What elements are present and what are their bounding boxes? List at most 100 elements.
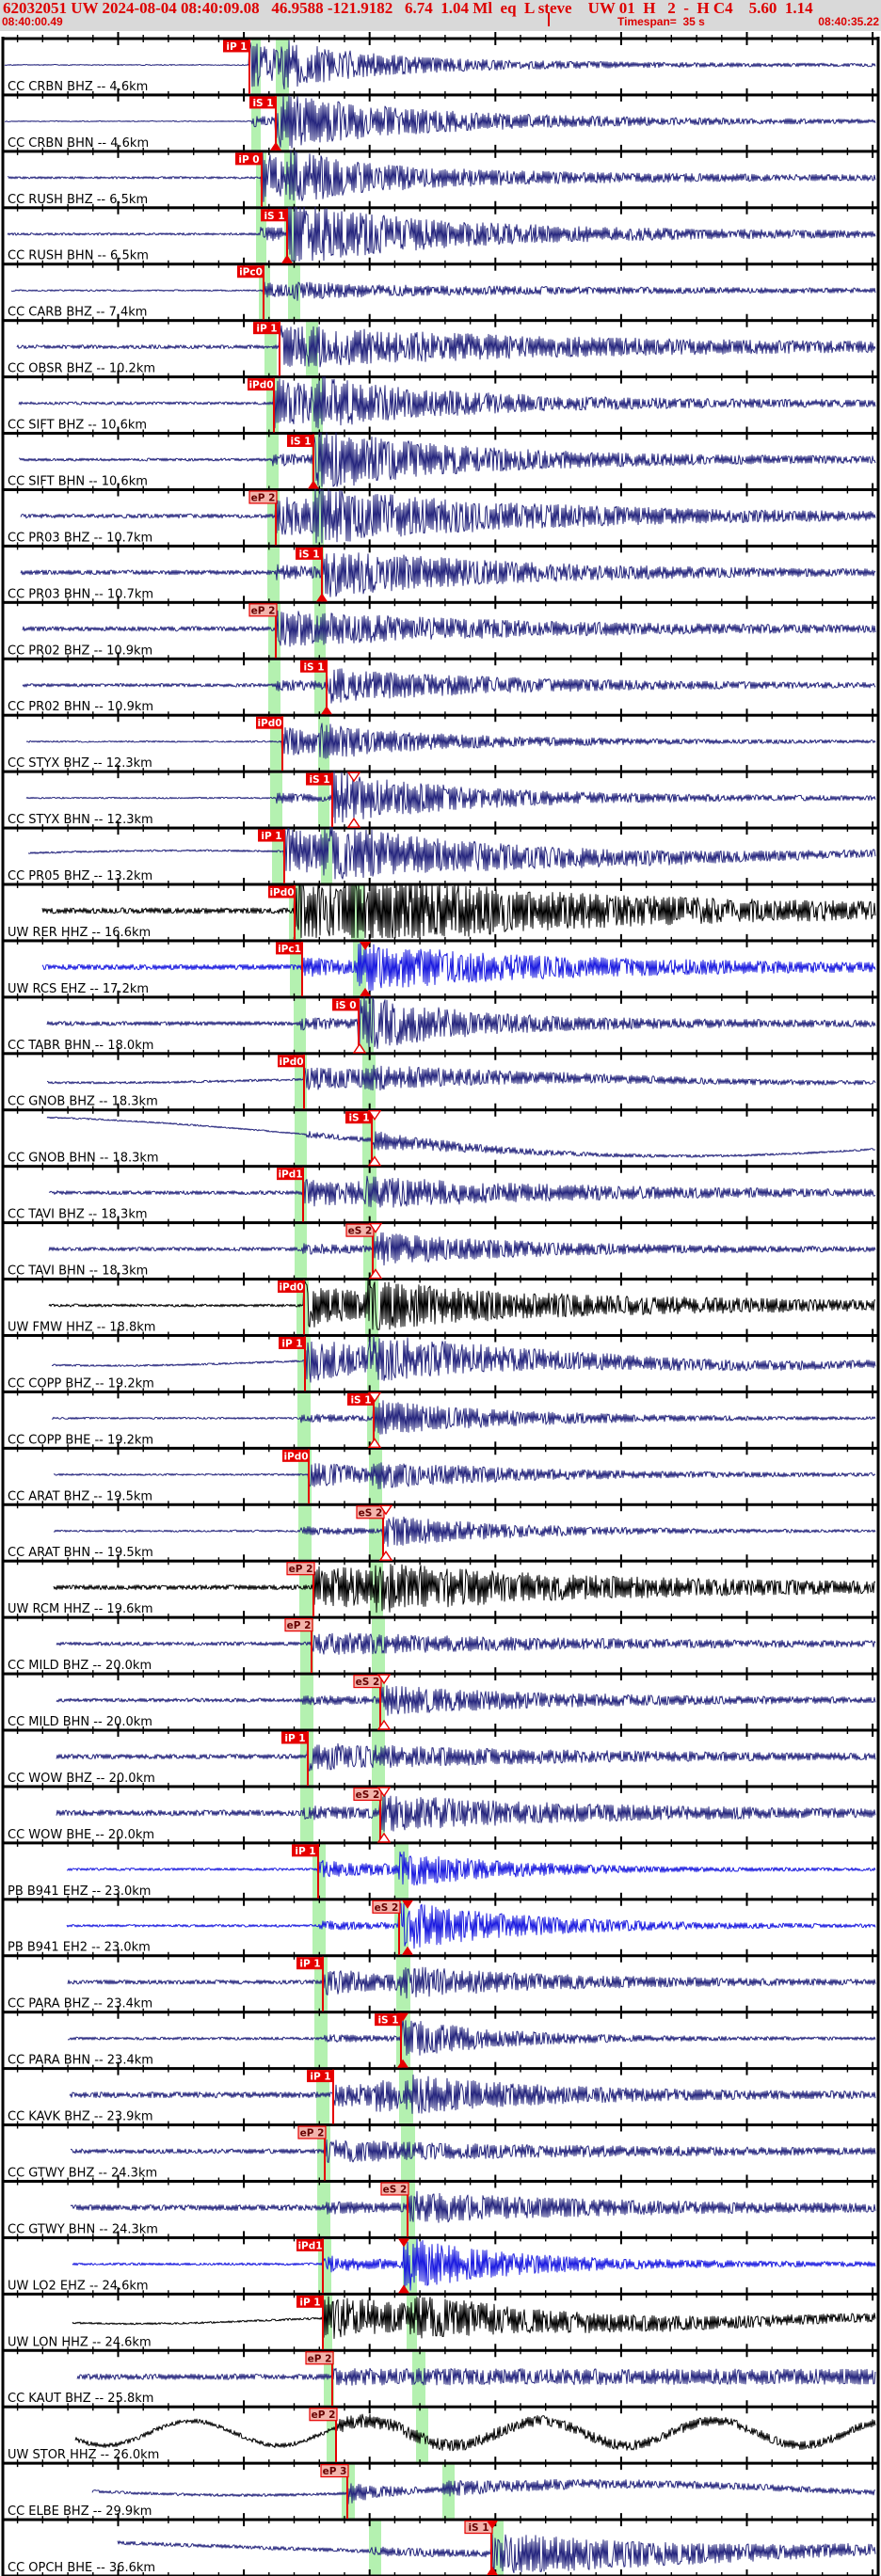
- waveform-trace[interactable]: [48, 1232, 876, 1266]
- pick-time-line[interactable]: [275, 95, 277, 151]
- pick-time-line[interactable]: [301, 941, 303, 996]
- pick-flag[interactable]: [286, 1562, 315, 1576]
- pick-time-line[interactable]: [283, 829, 285, 883]
- pick-flag[interactable]: [223, 40, 250, 53]
- waveform-trace[interactable]: [56, 1794, 876, 1832]
- pick-triangle-bottom[interactable]: [398, 2284, 409, 2294]
- pick-flag[interactable]: [300, 660, 328, 673]
- pick-flag[interactable]: [281, 1731, 309, 1744]
- pick-time-line[interactable]: [281, 716, 283, 771]
- waveform-trace[interactable]: [51, 1400, 876, 1435]
- waveform-trace[interactable]: [46, 1116, 876, 1158]
- waveform-trace[interactable]: [25, 771, 876, 824]
- waveform-trace[interactable]: [41, 942, 876, 992]
- pick-time-line[interactable]: [358, 997, 360, 1053]
- waveform-trace[interactable]: [48, 1279, 876, 1330]
- waveform-trace[interactable]: [72, 2296, 876, 2339]
- waveform-trace[interactable]: [25, 723, 876, 759]
- pick-triangle-top[interactable]: [367, 1391, 382, 1403]
- pick-flag[interactable]: [372, 1900, 401, 1914]
- pick-triangle-top[interactable]: [402, 1900, 413, 1909]
- pick-time-line[interactable]: [302, 1167, 304, 1222]
- pick-time-line[interactable]: [294, 885, 296, 940]
- waveform-trace[interactable]: [69, 2075, 876, 2114]
- time-cursor-marker[interactable]: [548, 12, 550, 26]
- waveform-trace[interactable]: [20, 488, 876, 544]
- pick-time-line[interactable]: [324, 2125, 326, 2181]
- pick-flag[interactable]: [292, 1844, 319, 1857]
- pick-flag[interactable]: [380, 2182, 409, 2196]
- pick-time-line[interactable]: [273, 377, 275, 433]
- pick-flag[interactable]: [296, 1957, 324, 1970]
- pick-time-line[interactable]: [248, 40, 250, 94]
- pick-flag[interactable]: [235, 152, 263, 166]
- pick-time-line[interactable]: [312, 434, 314, 489]
- pick-time-line[interactable]: [371, 1110, 373, 1166]
- waveform-trace[interactable]: [67, 1966, 876, 1999]
- waveform-trace[interactable]: [4, 95, 876, 149]
- pick-time-line[interactable]: [286, 208, 288, 263]
- waveform-trace[interactable]: [70, 2190, 876, 2223]
- waveform-trace[interactable]: [53, 1564, 876, 1614]
- pick-triangle-bottom[interactable]: [352, 1042, 367, 1054]
- pick-time-line[interactable]: [303, 1280, 305, 1335]
- waveform-trace[interactable]: [16, 325, 876, 368]
- pick-time-line[interactable]: [275, 603, 277, 659]
- pick-time-line[interactable]: [321, 547, 323, 602]
- pick-flag[interactable]: [353, 1787, 382, 1802]
- pick-flag[interactable]: [296, 547, 323, 560]
- pick-triangle-bottom[interactable]: [487, 2567, 498, 2575]
- waveform-trace[interactable]: [67, 2018, 876, 2056]
- pick-triangle-bottom[interactable]: [378, 1550, 393, 1561]
- pick-triangle-top[interactable]: [397, 2012, 408, 2022]
- waveform-trace[interactable]: [20, 549, 876, 597]
- pick-time-line[interactable]: [275, 490, 277, 546]
- pick-triangle-bottom[interactable]: [270, 141, 281, 151]
- pick-triangle-bottom[interactable]: [346, 817, 361, 828]
- pick-flag[interactable]: [296, 2295, 324, 2308]
- pick-flag[interactable]: [307, 2070, 334, 2083]
- pick-triangle-top[interactable]: [398, 2238, 409, 2248]
- pick-flag[interactable]: [297, 2125, 327, 2139]
- waveform-trace[interactable]: [53, 1516, 876, 1548]
- pick-time-line[interactable]: [373, 1392, 375, 1448]
- waveform-trace[interactable]: [46, 995, 876, 1050]
- pick-triangle-bottom[interactable]: [316, 593, 328, 602]
- waveform-trace[interactable]: [117, 2534, 876, 2574]
- pick-triangle-top[interactable]: [376, 1787, 392, 1798]
- pick-flag[interactable]: [347, 1392, 375, 1406]
- pick-time-line[interactable]: [326, 660, 328, 715]
- pick-flag[interactable]: [345, 1111, 373, 1124]
- pick-time-line[interactable]: [303, 1054, 305, 1109]
- pick-flag[interactable]: [276, 942, 303, 955]
- pick-flag[interactable]: [282, 1449, 310, 1462]
- waveform-trace[interactable]: [56, 1742, 876, 1772]
- pick-time-line[interactable]: [407, 2182, 408, 2237]
- pick-triangle-bottom[interactable]: [321, 706, 332, 715]
- pick-triangle-bottom[interactable]: [402, 1946, 413, 1955]
- pick-flag[interactable]: [287, 435, 314, 448]
- waveform-trace[interactable]: [76, 2367, 876, 2386]
- pick-flag[interactable]: [306, 772, 333, 786]
- waveform-trace[interactable]: [66, 1902, 876, 1949]
- pick-flag[interactable]: [278, 1055, 305, 1068]
- pick-time-line[interactable]: [379, 1675, 381, 1729]
- pick-flag[interactable]: [277, 1168, 304, 1181]
- pick-triangle-top[interactable]: [346, 771, 361, 783]
- waveform-trace[interactable]: [7, 206, 876, 262]
- pick-time-line[interactable]: [400, 2012, 402, 2068]
- pick-flag[interactable]: [284, 1618, 313, 1632]
- pick-time-line[interactable]: [311, 1618, 312, 1674]
- waveform-trace[interactable]: [22, 610, 876, 647]
- pick-triangle-bottom[interactable]: [360, 987, 371, 996]
- waveform-trace[interactable]: [46, 1064, 876, 1091]
- waveform-trace[interactable]: [51, 1335, 876, 1383]
- waveform-trace[interactable]: [22, 668, 876, 704]
- pick-time-line[interactable]: [398, 1900, 400, 1955]
- pick-flag[interactable]: [305, 2351, 334, 2365]
- pick-time-line[interactable]: [317, 1843, 319, 1899]
- pick-flag[interactable]: [278, 1280, 305, 1294]
- pick-triangle-bottom[interactable]: [367, 1155, 382, 1167]
- waveform-trace[interactable]: [10, 281, 876, 301]
- pick-time-line[interactable]: [308, 1449, 310, 1504]
